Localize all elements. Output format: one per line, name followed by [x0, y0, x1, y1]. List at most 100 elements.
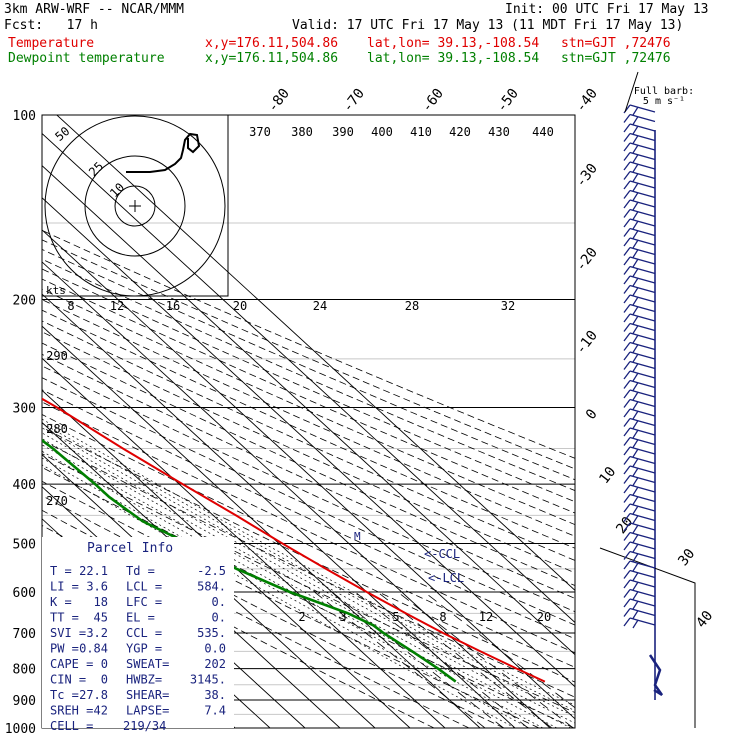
parcel-field-label: CAPE = — [50, 657, 93, 671]
wind-barb — [623, 588, 656, 600]
wind-barb — [623, 294, 656, 306]
theta-low-label: 290 — [46, 349, 68, 363]
moist-adiabat — [42, 457, 530, 728]
forecast-hour: Fcst: 17 h — [4, 18, 98, 33]
wind-barb — [623, 579, 656, 591]
parcel-field-label: LCL = — [126, 580, 162, 594]
wind-barb — [623, 484, 656, 496]
isotherm-label: 0 — [583, 406, 601, 422]
wind-barb — [623, 227, 656, 239]
hodograph-axis-label: 24 — [313, 299, 327, 313]
parcel-field-label: HWBZ= — [126, 673, 162, 687]
theta-label: 410 — [410, 125, 432, 139]
dry-adiabat — [42, 389, 575, 640]
parcel-field-value: 42 — [94, 704, 108, 718]
dry-adiabat — [42, 495, 505, 728]
theta-label: 400 — [371, 125, 393, 139]
pressure-tick-label: 600 — [13, 586, 36, 601]
dry-adiabat — [42, 320, 575, 561]
parcel-field-value: 0.0 — [204, 642, 226, 656]
dewpoint-latlon: lat,lon= 39.13,-108.54 — [367, 51, 540, 66]
wind-barb — [623, 351, 656, 363]
parcel-field-value: 38. — [204, 688, 226, 702]
init-time: Init: 00 UTC Fri 17 May 13 — [505, 2, 709, 17]
wind-barb — [623, 560, 656, 572]
theta-low-label: 270 — [46, 494, 68, 508]
wind-barb — [623, 398, 656, 410]
dry-adiabat — [42, 353, 575, 599]
dewpoint-legend: Dewpoint temperature — [8, 51, 165, 66]
hodograph-unit: kts — [46, 284, 66, 297]
temperature-profile — [42, 397, 546, 683]
parcel-field-label: PW = — [50, 642, 79, 656]
parcel-field-value: 0 — [101, 657, 108, 671]
wind-barb — [623, 265, 656, 277]
parcel-field-value: 0. — [212, 611, 226, 625]
wind-barb — [623, 512, 656, 524]
wind-barb — [623, 180, 656, 192]
pressure-tick-label: 500 — [13, 537, 36, 552]
wind-barb — [623, 417, 656, 429]
wind-barb — [623, 303, 656, 315]
pressure-tick-label: 100 — [13, 109, 36, 124]
barb-frame — [599, 547, 696, 728]
wind-barb — [623, 256, 656, 268]
dewpoint-station: stn=GJT ,72476 — [561, 51, 671, 66]
pressure-tick-label: 900 — [13, 694, 36, 709]
wind-barb — [623, 237, 656, 249]
parcel-field-value: 535. — [197, 626, 226, 640]
wind-barb — [623, 550, 656, 562]
hodograph-ring — [84, 155, 186, 257]
parcel-field-value: 45 — [94, 611, 108, 625]
parcel-field-value: 22.1 — [79, 564, 108, 578]
theta-label: 430 — [488, 125, 510, 139]
moist-adiabat — [42, 432, 575, 724]
parcel-field-label: LFC = — [126, 595, 162, 609]
wind-barb — [623, 607, 656, 619]
hodograph-ring — [114, 185, 156, 227]
theta-label: 370 — [249, 125, 271, 139]
dry-adiabat — [42, 309, 575, 549]
temperature-latlon: lat,lon= 39.13,-108.54 — [367, 36, 540, 51]
barb-key-title: Full barb: — [634, 86, 694, 97]
wind-barb — [623, 503, 656, 515]
pressure-tick-label: 800 — [13, 663, 36, 678]
isotherm — [42, 165, 575, 656]
dewpoint-xy: x,y=176.11,504.86 — [205, 51, 339, 66]
dry-adiabat — [42, 439, 575, 698]
wind-barb — [623, 341, 656, 353]
wind-barb — [623, 322, 656, 334]
isotherm-label: 10 — [596, 464, 619, 487]
wind-barb — [623, 379, 656, 391]
wind-barb — [623, 360, 656, 372]
wind-barb — [623, 199, 656, 211]
isotherm — [42, 357, 446, 728]
parcel-field-value: 7.4 — [204, 704, 226, 718]
dry-adiabat — [42, 299, 575, 537]
mixing-ratio-line — [331, 591, 504, 728]
mixing-ratio-label: 5 — [392, 610, 399, 624]
wind-barb — [623, 189, 656, 201]
mixing-ratio-label: 8 — [439, 610, 446, 624]
parcel-field-label: Td = — [126, 564, 155, 578]
parcel-title: Parcel Info — [87, 541, 173, 556]
isotherm — [42, 325, 481, 728]
hodograph-axis-label: 8 — [67, 299, 74, 313]
isotherm-label: -60 — [419, 86, 447, 116]
dry-adiabat — [42, 342, 575, 586]
wind-barb — [623, 446, 656, 458]
hodograph-axis-label: 12 — [110, 299, 124, 313]
wind-barb — [623, 123, 656, 135]
wind-barb — [623, 598, 656, 610]
parcel-field-value: 0.84 — [79, 642, 108, 656]
mixing-ratio-label: 3 — [339, 610, 346, 624]
parcel-field-label: CELL = — [50, 719, 93, 733]
wind-barb — [623, 541, 656, 553]
wind-barb — [623, 370, 656, 382]
pressure-tick-label: 700 — [13, 627, 36, 642]
parcel-field-label: T = — [50, 564, 72, 578]
isotherm-label: -40 — [573, 86, 601, 116]
parcel-field-label: SHEAR= — [126, 688, 169, 702]
wind-barb — [623, 332, 656, 344]
parcel-field-label: CCL = — [126, 626, 162, 640]
